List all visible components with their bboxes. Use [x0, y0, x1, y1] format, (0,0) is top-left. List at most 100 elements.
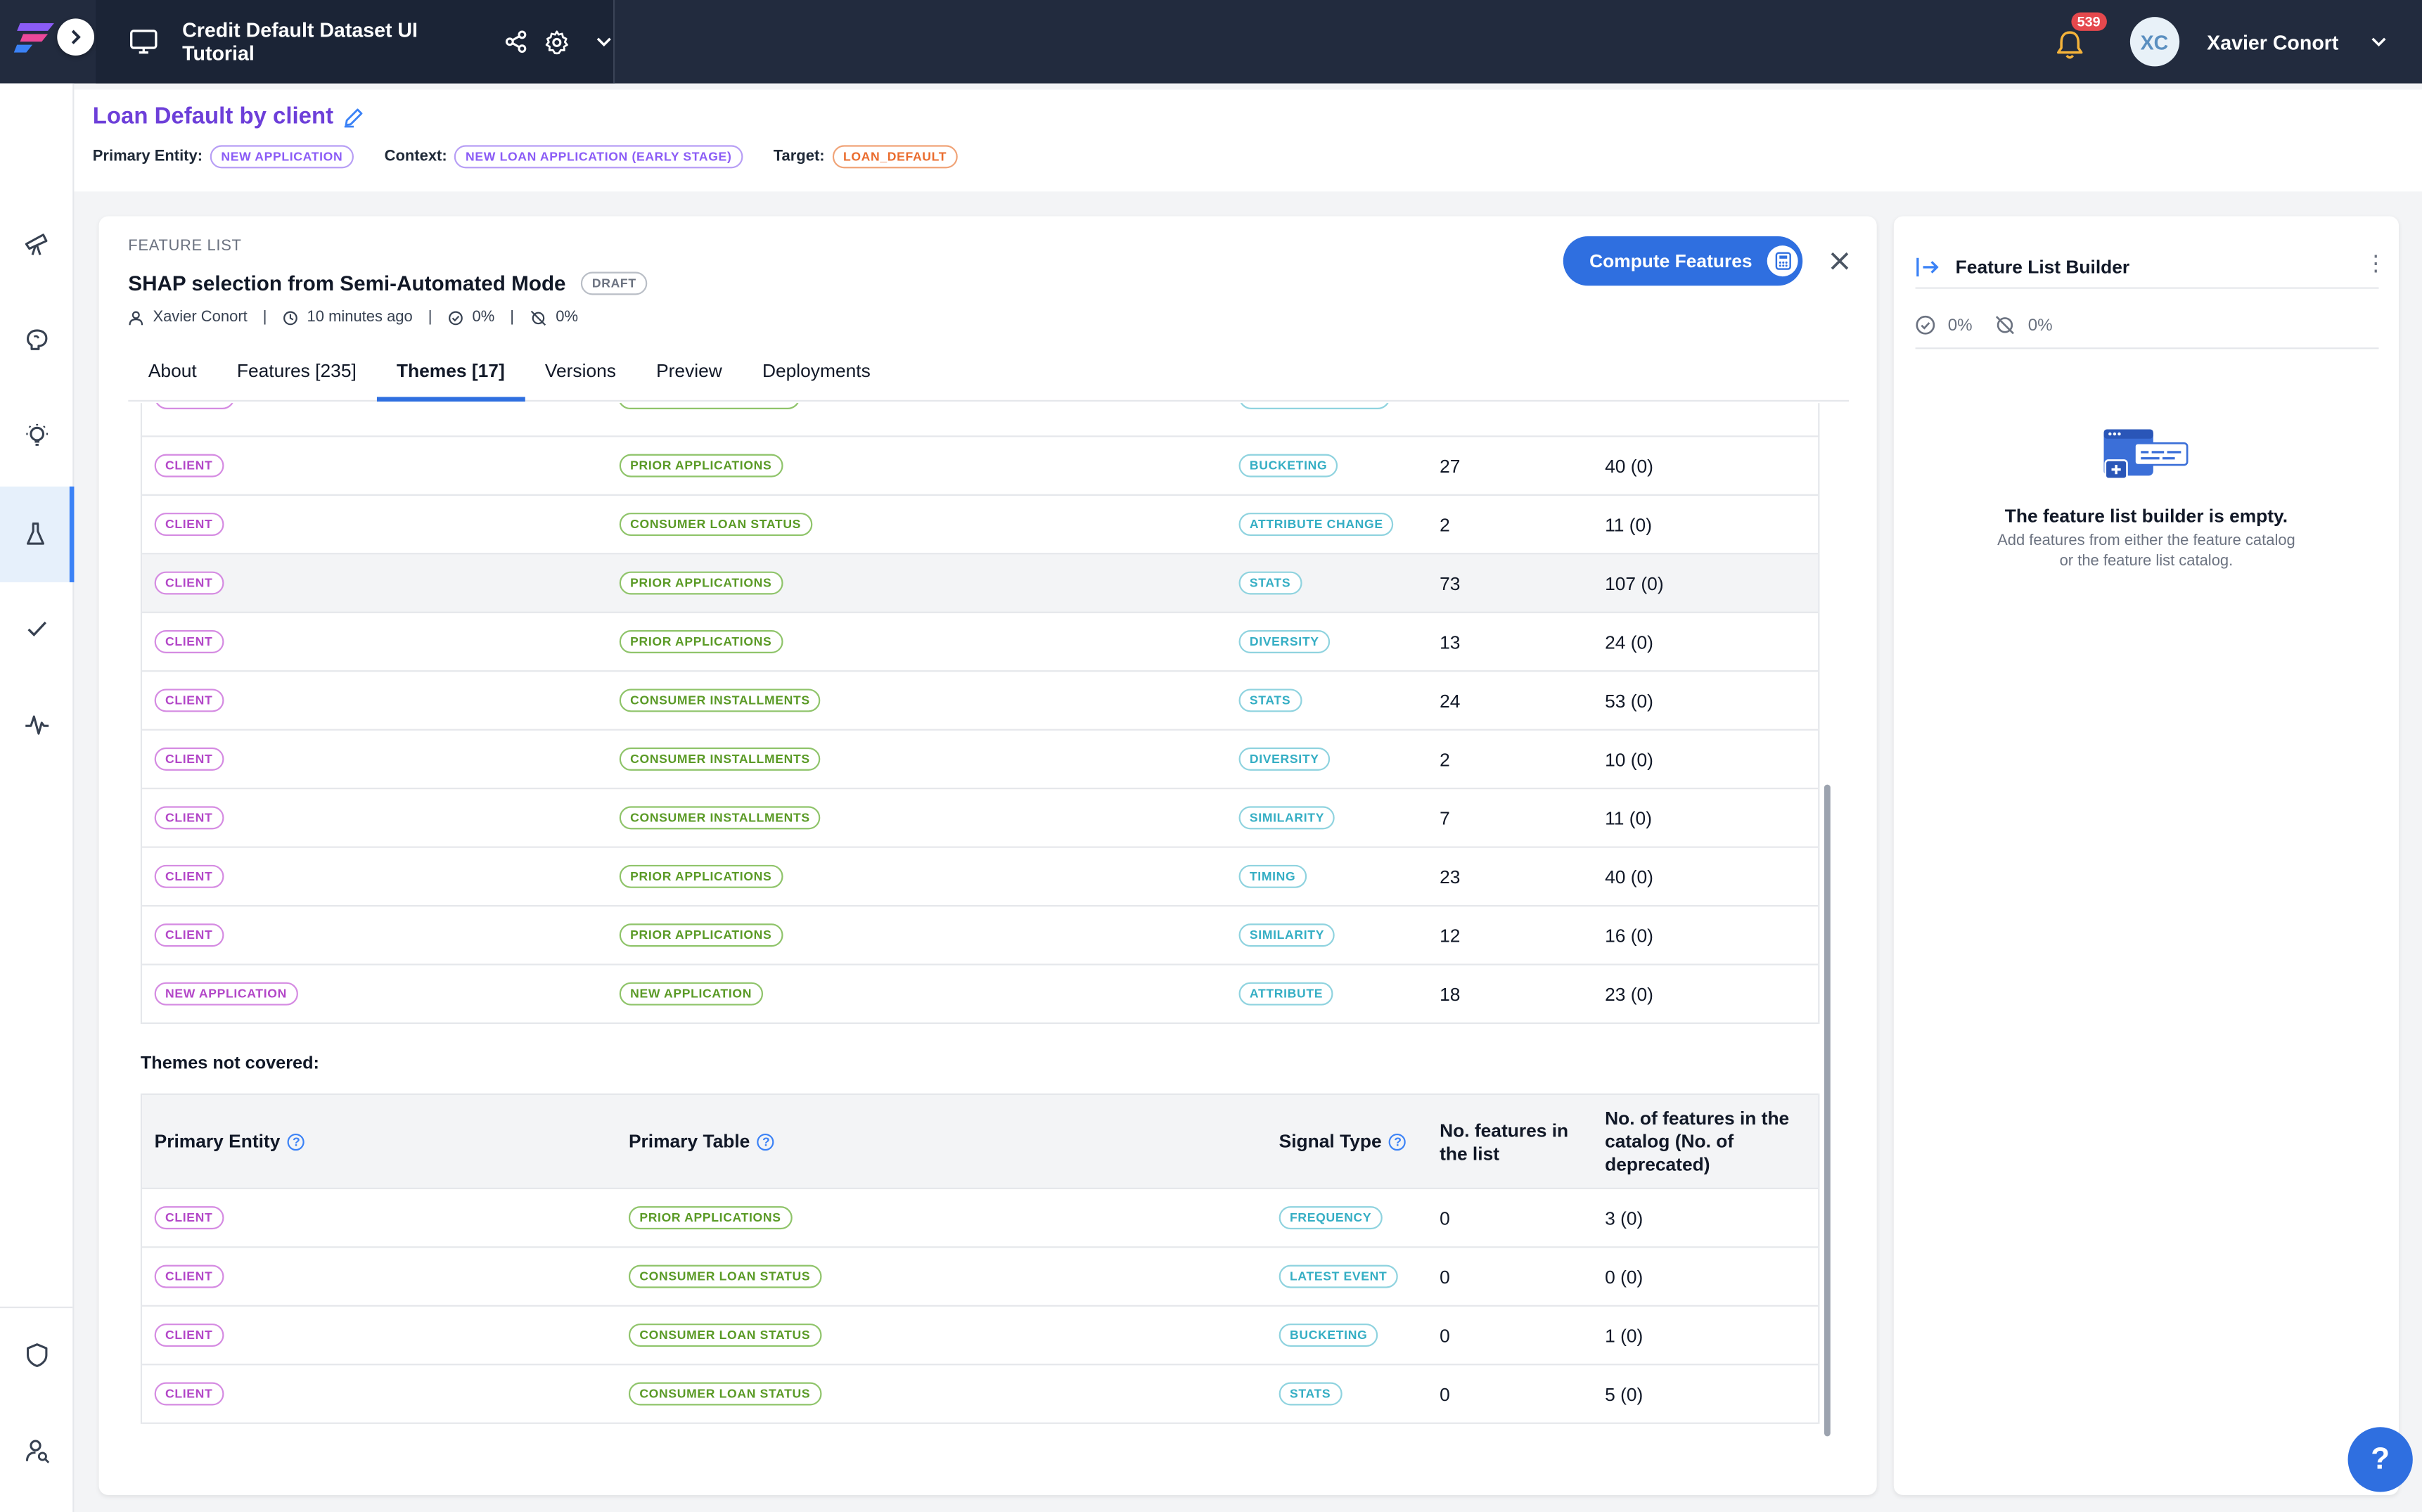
use-case-title[interactable]: Loan Default by client — [92, 103, 334, 130]
table-row[interactable]: CLIENT PRIOR APPLICATIONS SIMILARITY 12 … — [142, 906, 1819, 966]
table-row-partial — [140, 403, 1820, 437]
nav-item-users[interactable] — [0, 1402, 74, 1498]
status-badge: DRAFT — [581, 271, 648, 295]
top-bar: Credit Default Dataset UI Tutorial 539 X… — [0, 0, 2422, 84]
features-in-catalog: 1 (0) — [1605, 1325, 1644, 1347]
table-row[interactable]: CLIENT PRIOR APPLICATIONS DIVERSITY 13 2… — [142, 613, 1819, 672]
chevron-down-icon[interactable] — [2369, 32, 2388, 51]
table-row[interactable]: CLIENT PRIOR APPLICATIONS STATS 73 107 (… — [142, 554, 1819, 613]
features-in-list: 0 — [1440, 1266, 1450, 1288]
features-in-list: 24 — [1440, 690, 1461, 712]
table-badge: CONSUMER LOAN STATUS — [628, 1382, 821, 1406]
nav-item-discover[interactable] — [0, 196, 74, 292]
table-row[interactable]: CLIENT CONSUMER INSTALLMENTS STATS 24 53… — [142, 672, 1819, 731]
entity-badge: CLIENT — [154, 630, 224, 653]
page-title: Loan Default by client — [93, 103, 364, 129]
table-row[interactable]: CLIENT CONSUMER LOAN STATUS LATEST EVENT… — [142, 1248, 1819, 1307]
scrollbar[interactable] — [1824, 784, 1831, 1437]
primary-entity-badge[interactable]: NEW APPLICATION — [210, 145, 354, 169]
user-area: 539 XC Xavier Conort — [2056, 0, 2422, 84]
chevron-down-icon[interactable] — [595, 32, 613, 51]
nav-item-admin[interactable] — [0, 1307, 74, 1402]
empty-state-line-1: Add features from either the feature cat… — [1997, 532, 2295, 550]
tab-versions[interactable]: Versions — [544, 359, 616, 382]
builder-online-percent: 0% — [1947, 316, 1973, 335]
project-title[interactable]: Credit Default Dataset UI Tutorial — [182, 18, 418, 65]
help-circle-icon[interactable]: ? — [288, 1133, 305, 1151]
sidebar-expand-button[interactable] — [57, 18, 94, 56]
offline-icon — [530, 309, 546, 325]
signal-badge: ATTRIBUTE — [1238, 982, 1334, 1006]
table-badge: CONSUMER INSTALLMENTS — [619, 747, 821, 771]
table-header: Primary Entity? Primary Table? Signal Ty… — [142, 1093, 1819, 1190]
table-badge: PRIOR APPLICATIONS — [619, 571, 783, 595]
notification-badge: 539 — [2070, 12, 2107, 31]
compute-features-button[interactable]: Compute Features — [1563, 236, 1803, 286]
target-label: Target: — [773, 148, 825, 165]
features-in-list: 73 — [1440, 572, 1461, 595]
close-icon[interactable] — [1826, 247, 1854, 275]
table-row[interactable]: CLIENT CONSUMER LOAN STATUS ATTRIBUTE CH… — [142, 496, 1819, 555]
features-in-list: 0 — [1440, 1325, 1450, 1347]
help-circle-icon[interactable]: ? — [757, 1133, 775, 1151]
bell-icon — [2056, 31, 2082, 59]
share-icon[interactable] — [504, 30, 528, 54]
nav-item-ideate[interactable] — [0, 292, 74, 387]
nav-item-approve[interactable] — [0, 581, 74, 677]
table-row[interactable]: CLIENT CONSUMER INSTALLMENTS SIMILARITY … — [142, 789, 1819, 848]
tab-about[interactable]: About — [148, 359, 197, 382]
features-in-catalog: 107 (0) — [1605, 572, 1664, 595]
gear-icon[interactable] — [544, 29, 570, 55]
signal-badge-partial — [1238, 403, 1390, 409]
use-case-header — [74, 89, 2422, 192]
nav-item-monitor[interactable] — [0, 677, 74, 772]
edit-icon[interactable] — [342, 105, 364, 127]
logo-icon[interactable] — [13, 18, 58, 56]
table-row[interactable]: NEW APPLICATION NEW APPLICATION ATTRIBUT… — [142, 966, 1819, 1025]
context-badge[interactable]: NEW LOAN APPLICATION (EARLY STAGE) — [454, 145, 743, 169]
entity-badge: CLIENT — [154, 1324, 224, 1347]
kebab-icon[interactable]: ⋮ — [2364, 250, 2387, 275]
notifications-button[interactable]: 539 — [2056, 12, 2107, 62]
features-in-catalog: 3 (0) — [1605, 1207, 1644, 1230]
features-in-list: 7 — [1440, 807, 1450, 830]
table-row[interactable]: CLIENT PRIOR APPLICATIONS TIMING 23 40 (… — [142, 848, 1819, 907]
feature-list-builder-panel: Feature List Builder ⋮ 0% 0% The feature… — [1893, 216, 2399, 1495]
help-circle-icon[interactable]: ? — [1389, 1133, 1407, 1151]
check-circle-icon — [448, 310, 463, 325]
table-badge: CONSUMER LOAN STATUS — [628, 1264, 821, 1288]
tab-themes[interactable]: Themes [17] — [376, 346, 525, 402]
avatar[interactable]: XC — [2129, 17, 2179, 67]
entity-badge: NEW APPLICATION — [154, 982, 298, 1006]
pulse-icon — [25, 715, 49, 735]
offline-percent: 0% — [556, 309, 579, 326]
help-button[interactable]: ? — [2347, 1427, 2413, 1492]
nav-item-experiment[interactable] — [0, 486, 75, 582]
compute-features-label: Compute Features — [1589, 250, 1753, 272]
user-name[interactable]: Xavier Conort — [2207, 30, 2339, 53]
tab-deployments[interactable]: Deployments — [762, 359, 871, 382]
table-row[interactable]: CLIENT CONSUMER INSTALLMENTS DIVERSITY 2… — [142, 731, 1819, 790]
table-row[interactable]: CLIENT PRIOR APPLICATIONS FREQUENCY 0 3 … — [142, 1189, 1819, 1248]
entity-badge: CLIENT — [154, 806, 224, 830]
tab-bar: About Features [235] Themes [17] Version… — [128, 346, 1850, 402]
chevron-right-icon — [71, 30, 81, 44]
tab-features[interactable]: Features [235] — [236, 359, 357, 382]
table-row[interactable]: CLIENT CONSUMER LOAN STATUS STATS 0 5 (0… — [142, 1365, 1819, 1424]
nav-item-create[interactable] — [0, 387, 74, 483]
covered-themes-table: CLIENT PRIOR APPLICATIONS BUCKETING 27 4… — [140, 437, 1820, 1025]
column-header-primary-table: Primary Table? — [629, 1131, 775, 1152]
table-row[interactable]: CLIENT CONSUMER LOAN STATUS BUCKETING 0 … — [142, 1307, 1819, 1366]
builder-title: Feature List Builder — [1955, 255, 2130, 278]
target-badge[interactable]: LOAN_DEFAULT — [832, 145, 958, 169]
signal-badge: SIMILARITY — [1238, 806, 1335, 830]
signal-badge: BUCKETING — [1279, 1324, 1378, 1347]
bulb-icon — [26, 423, 49, 446]
features-in-catalog: 16 (0) — [1605, 925, 1653, 947]
table-row[interactable]: CLIENT PRIOR APPLICATIONS BUCKETING 27 4… — [142, 437, 1819, 496]
empty-state-line-2: or the feature list catalog. — [2059, 553, 2234, 570]
entity-badge: CLIENT — [154, 454, 224, 478]
check-circle-icon — [1916, 315, 1935, 335]
collapse-icon[interactable] — [1916, 255, 1940, 277]
tab-preview[interactable]: Preview — [656, 359, 722, 382]
